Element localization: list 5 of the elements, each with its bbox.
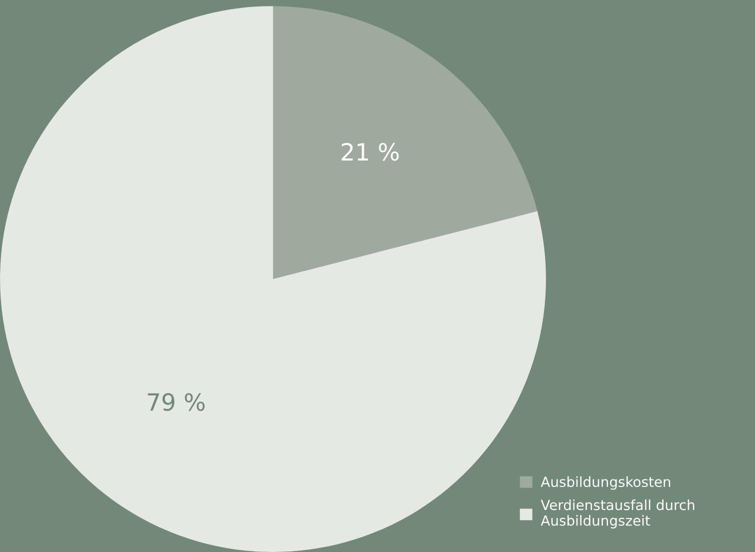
legend-label: Verdienstausfall durch Ausbildungszeit — [540, 499, 694, 528]
data-label: 21 % — [342, 142, 399, 161]
data-label: 79 % — [148, 393, 205, 411]
pie-slice — [273, 6, 538, 280]
legend-label: Ausbildungskosten — [540, 476, 670, 490]
